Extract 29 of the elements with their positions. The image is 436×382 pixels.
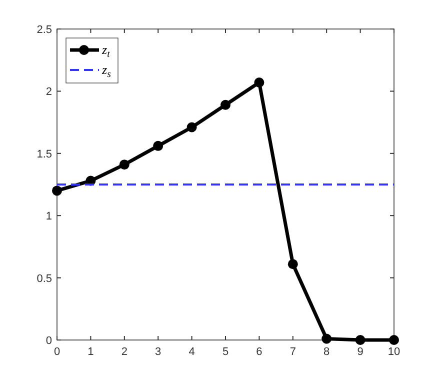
- point: [389, 335, 399, 345]
- y-tick-label: 1.5: [36, 148, 52, 160]
- legend-label: z$_{s}$: [101, 62, 112, 80]
- point: [153, 140, 164, 151]
- x-tick-label: 2: [121, 346, 128, 358]
- point: [52, 186, 62, 196]
- x-tick-label: 6: [256, 346, 262, 358]
- x-tick-label: 0: [54, 346, 60, 358]
- point: [119, 160, 130, 170]
- x-tick-label: 5: [222, 346, 229, 358]
- y-tick-label: 1: [46, 210, 52, 223]
- point: [355, 335, 366, 345]
- x-tick-label: 9: [357, 346, 364, 358]
- x-tick-label: 10: [388, 346, 400, 358]
- point: [186, 122, 197, 132]
- point: [322, 334, 332, 344]
- x-tick-label: 4: [188, 346, 195, 358]
- y-tick-label: 2.5: [36, 24, 52, 36]
- x-tick-label: 1: [88, 346, 94, 358]
- point: [254, 77, 264, 88]
- y-tick-label: 0.5: [36, 272, 52, 285]
- legend-label: z$_{t}$: [101, 42, 110, 60]
- point: [220, 100, 230, 110]
- point: [288, 259, 298, 270]
- x-tick-label: 3: [155, 346, 162, 358]
- x-tick-label: 7: [290, 346, 296, 358]
- y-tick-label: 2: [46, 86, 52, 98]
- y-tick-label: 0: [46, 335, 52, 347]
- x-tick-label: 8: [324, 346, 330, 358]
